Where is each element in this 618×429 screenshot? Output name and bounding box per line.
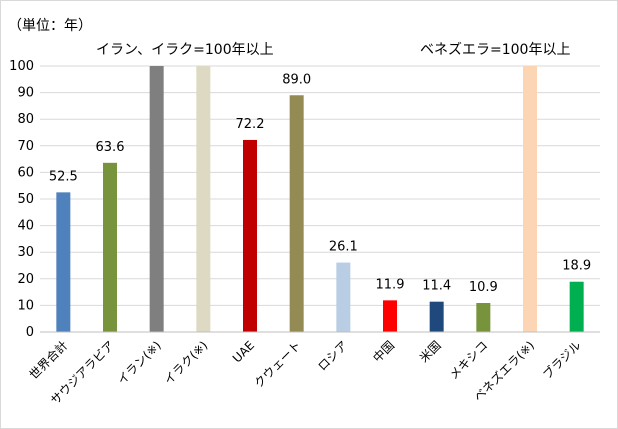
x-tick-label: クウェート	[251, 338, 303, 390]
data-label: 26.1	[329, 240, 358, 255]
bar	[196, 66, 211, 332]
bar	[569, 281, 584, 332]
bar	[103, 162, 117, 332]
data-label: 11.9	[376, 277, 405, 292]
bar	[523, 66, 537, 332]
note-venezuela: ベネズエラ=100年以上	[420, 42, 570, 58]
data-label: 89.0	[282, 72, 311, 87]
unit-label: （単位：年）	[8, 18, 92, 34]
data-label: 11.4	[422, 279, 451, 294]
data-labels: 52.5 63.6 72.2 89.0 26.1 11.9 11.4 10.9 18.9	[49, 72, 591, 295]
x-tick-label: UAE	[230, 338, 257, 365]
gridlines	[40, 65, 600, 306]
x-tick-label: 中国	[370, 338, 398, 366]
data-label: 72.2	[236, 117, 265, 132]
x-tick-label: イラン(※)	[115, 338, 164, 387]
note-iran-iraq: イラン、イラク=100年以上	[96, 42, 274, 58]
bar	[243, 139, 257, 332]
bar	[289, 95, 304, 332]
bar	[383, 300, 397, 332]
y-tick-label: 10	[17, 298, 34, 313]
y-tick-label: 0	[26, 325, 34, 340]
x-tick-label: イラク(※)	[161, 338, 210, 387]
y-tick-label: 50	[17, 192, 34, 207]
bar	[149, 66, 164, 332]
x-tick-label: 世界合計	[26, 338, 71, 383]
bar	[56, 192, 71, 332]
x-tick-label: ブラジル	[539, 338, 583, 382]
x-tick-label: 米国	[417, 338, 444, 365]
bar	[429, 301, 444, 332]
bar	[476, 303, 491, 332]
bar	[336, 262, 351, 332]
data-label: 63.6	[96, 140, 125, 155]
x-tick-label: メキシコ	[447, 338, 491, 382]
y-tick-label: 90	[17, 86, 34, 101]
x-tick-label: ロシア	[315, 338, 350, 373]
y-tick-label: 40	[17, 219, 34, 234]
y-tick-label: 80	[17, 112, 34, 127]
y-tick-label: 70	[17, 139, 34, 154]
data-label: 18.9	[562, 259, 591, 274]
y-axis-ticks: 0 10 20 30 40 50 60 70 80 90 100	[9, 59, 34, 340]
data-label: 52.5	[49, 169, 78, 184]
bars	[56, 66, 584, 332]
data-label: 10.9	[469, 280, 498, 295]
y-tick-label: 30	[17, 245, 34, 260]
y-tick-label: 20	[17, 272, 34, 287]
y-tick-label: 100	[9, 59, 34, 74]
y-tick-label: 60	[17, 165, 34, 180]
